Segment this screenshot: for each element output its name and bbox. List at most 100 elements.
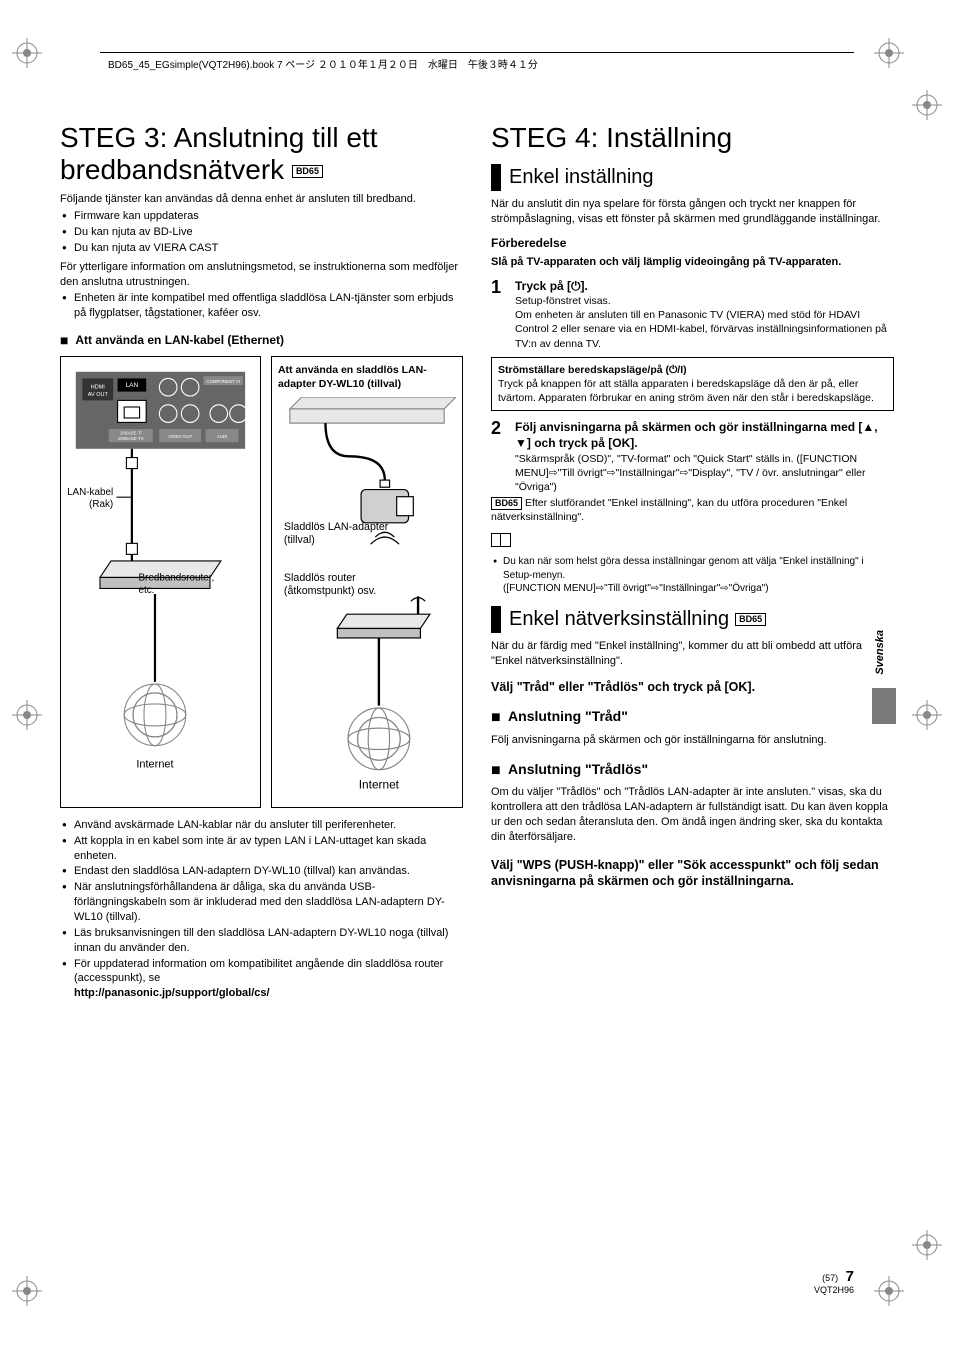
step-number: 2	[491, 419, 507, 494]
lan-note: För uppdaterad information om kompatibil…	[74, 957, 463, 1002]
easy-setup-heading: Enkel inställning	[491, 164, 894, 191]
more-info-text: För ytterligare information om anslutnin…	[60, 260, 463, 290]
lan-note: När anslutningsförhållandena är dåliga, …	[74, 880, 463, 925]
reg-mark-ml	[12, 700, 42, 730]
language-tab-marker	[872, 688, 896, 724]
wlan-diagram-svg: Sladdlös LAN-adapter (tillval) Sladdlös …	[278, 397, 456, 801]
step1-body: Setup-fönstret visas. Om enheten är ansl…	[515, 294, 894, 351]
step2-after: BD65 Efter slutförandet "Enkel inställni…	[491, 496, 894, 524]
setup-note-path: ([FUNCTION MENU]⇨"Till övrigt"⇨"Inställn…	[503, 583, 769, 594]
right-column: STEG 4: Inställning Enkel inställning Nä…	[491, 122, 894, 1005]
lan-note: Läs bruksanvisningen till den sladdlösa …	[74, 926, 463, 956]
easy-setup-intro: När du anslutit din nya spelare för förs…	[491, 197, 894, 227]
svg-text:HDMI: HDMI	[91, 384, 105, 390]
note-icon	[491, 533, 511, 547]
lan-heading: ■ Att använda en LAN-kabel (Ethernet)	[60, 331, 463, 350]
prep-heading: Förberedelse	[491, 235, 894, 251]
support-url: http://panasonic.jp/support/global/cs/	[74, 987, 270, 999]
footer-paren: (57)	[822, 1273, 838, 1283]
svg-text:AUDI: AUDI	[217, 434, 227, 439]
step2-title: Följ anvisningarna på skärmen och gör in…	[515, 419, 894, 451]
svg-text:VIDEO OUT: VIDEO OUT	[168, 434, 192, 439]
svg-text:Internet: Internet	[359, 778, 400, 792]
step3-title-text: STEG 3: Anslutning till ett bredbandsnät…	[60, 122, 378, 185]
service-item: Firmware kan uppdateras	[74, 209, 463, 224]
reg-mark-br2	[912, 1230, 942, 1260]
svg-text:10BASE-T/: 10BASE-T/	[120, 431, 143, 436]
easy-setup-heading-text: Enkel inställning	[509, 164, 654, 191]
reg-mark-bl	[12, 1276, 42, 1306]
wlan-diagram-title: Att använda en sladdlös LAN-adapter DY-W…	[278, 363, 456, 391]
wired-heading-text: Anslutning "Tråd"	[508, 708, 628, 724]
reg-mark-mr	[912, 700, 942, 730]
step2-body: "Skärmspråk (OSD)", "TV-format" och "Qui…	[515, 452, 894, 495]
svg-text:Sladdlös router: Sladdlös router	[284, 572, 356, 584]
wireless-heading-text: Anslutning "Trådlös"	[508, 761, 648, 777]
page-footer: (57) 7 VQT2H96	[814, 1268, 854, 1295]
network-intro: När du är färdig med "Enkel inställning"…	[491, 639, 894, 669]
square-bullet-icon: ■	[491, 709, 501, 726]
wps-heading: Välj "WPS (PUSH-knapp)" eller "Sök acces…	[491, 857, 894, 890]
wireless-body: Om du väljer "Trådlös" och "Trådlös LAN-…	[491, 785, 894, 844]
svg-text:100BASE-TX: 100BASE-TX	[118, 436, 144, 441]
svg-text:LAN: LAN	[125, 382, 138, 389]
setup-notes: Du kan när som helst göra dessa inställn…	[491, 555, 894, 596]
power-info-box: Strömställare beredskapsläge/på (⏻/I) Tr…	[491, 357, 894, 412]
reg-mark-tr2	[912, 90, 942, 120]
svg-text:etc.: etc.	[138, 585, 154, 596]
step3-title: STEG 3: Anslutning till ett bredbandsnät…	[60, 122, 463, 186]
lan-diagram-svg: HDMI AV OUT LAN COMPONENT VI	[67, 363, 254, 781]
step-number: 1	[491, 278, 507, 351]
square-bullet-icon: ■	[491, 762, 501, 779]
services-list: Firmware kan uppdateras Du kan njuta av …	[60, 209, 463, 256]
svg-text:LAN-kabel: LAN-kabel	[67, 487, 113, 498]
lan-note: Att koppla in en kabel som inte är av ty…	[74, 834, 463, 864]
step-2: 2 Följ anvisningarna på skärmen och gör …	[491, 419, 894, 494]
setup-note: Du kan när som helst göra dessa inställn…	[503, 555, 894, 596]
easy-network-heading: Enkel nätverksinställning BD65	[491, 606, 894, 633]
reg-mark-br	[874, 1276, 904, 1306]
reg-mark-tl	[12, 38, 42, 68]
lan-note: Använd avskärmade LAN-kablar när du ansl…	[74, 818, 463, 833]
compat-note-list: Enheten är inte kompatibel med offentlig…	[60, 291, 463, 321]
bd65-badge: BD65	[292, 165, 323, 178]
doc-header-text: BD65_45_EGsimple(VQT2H96).book 7 ページ ２０１…	[108, 56, 538, 71]
service-item: Du kan njuta av VIERA CAST	[74, 241, 463, 256]
power-box-heading: Strömställare beredskapsläge/på (⏻/I)	[498, 364, 687, 376]
wired-body: Följ anvisningarna på skärmen och gör in…	[491, 733, 894, 748]
step2-after-text: Efter slutförandet "Enkel inställning", …	[491, 497, 847, 523]
wireless-heading: ■ Anslutning "Trådlös"	[491, 760, 894, 782]
svg-text:(Rak): (Rak)	[89, 499, 113, 510]
left-column: STEG 3: Anslutning till ett bredbandsnät…	[60, 122, 463, 1005]
footer-code: VQT2H96	[814, 1285, 854, 1295]
step3-intro: Följande tjänster kan användas då denna …	[60, 192, 463, 207]
step-1: 1 Tryck på [⏻]. Setup-fönstret visas. Om…	[491, 278, 894, 351]
lan-heading-text: Att använda en LAN-kabel (Ethernet)	[75, 333, 284, 347]
lan-notes-list: Använd avskärmade LAN-kablar när du ansl…	[60, 818, 463, 1001]
svg-text:(åtkomstpunkt) osv.: (åtkomstpunkt) osv.	[284, 585, 376, 597]
easy-network-heading-text: Enkel nätverksinställning	[509, 606, 729, 633]
service-item: Du kan njuta av BD-Live	[74, 225, 463, 240]
svg-text:(tillval): (tillval)	[284, 534, 315, 546]
prep-body: Slå på TV-apparaten och välj lämplig vid…	[491, 255, 894, 270]
setup-note-text: Du kan när som helst göra dessa inställn…	[503, 556, 864, 581]
bd65-badge: BD65	[735, 613, 766, 626]
square-bullet-icon: ■	[60, 332, 68, 348]
reg-mark-tr	[874, 38, 904, 68]
svg-text:COMPONENT VI: COMPONENT VI	[206, 379, 240, 384]
page-number: 7	[846, 1268, 854, 1285]
lan-note: Endast den sladdlösa LAN-adaptern DY-WL1…	[74, 864, 463, 879]
svg-text:AV OUT: AV OUT	[88, 392, 109, 398]
bd65-badge: BD65	[491, 497, 522, 510]
lan-note-text: För uppdaterad information om kompatibil…	[74, 958, 443, 985]
svg-text:Sladdlös LAN-adapter: Sladdlös LAN-adapter	[284, 521, 389, 533]
doc-header: BD65_45_EGsimple(VQT2H96).book 7 ページ ２０１…	[100, 52, 854, 71]
choose-wired-wireless: Välj "Tråd" eller "Trådlös" och tryck på…	[491, 679, 894, 696]
step1-title: Tryck på [⏻].	[515, 278, 894, 294]
svg-text:Internet: Internet	[136, 759, 173, 771]
language-tab: Svenska	[874, 630, 886, 675]
wired-heading: ■ Anslutning "Tråd"	[491, 707, 894, 729]
power-box-body: Tryck på knappen för att ställa apparate…	[498, 378, 874, 404]
lan-diagram: HDMI AV OUT LAN COMPONENT VI	[60, 356, 261, 808]
compat-note: Enheten är inte kompatibel med offentlig…	[74, 291, 463, 321]
